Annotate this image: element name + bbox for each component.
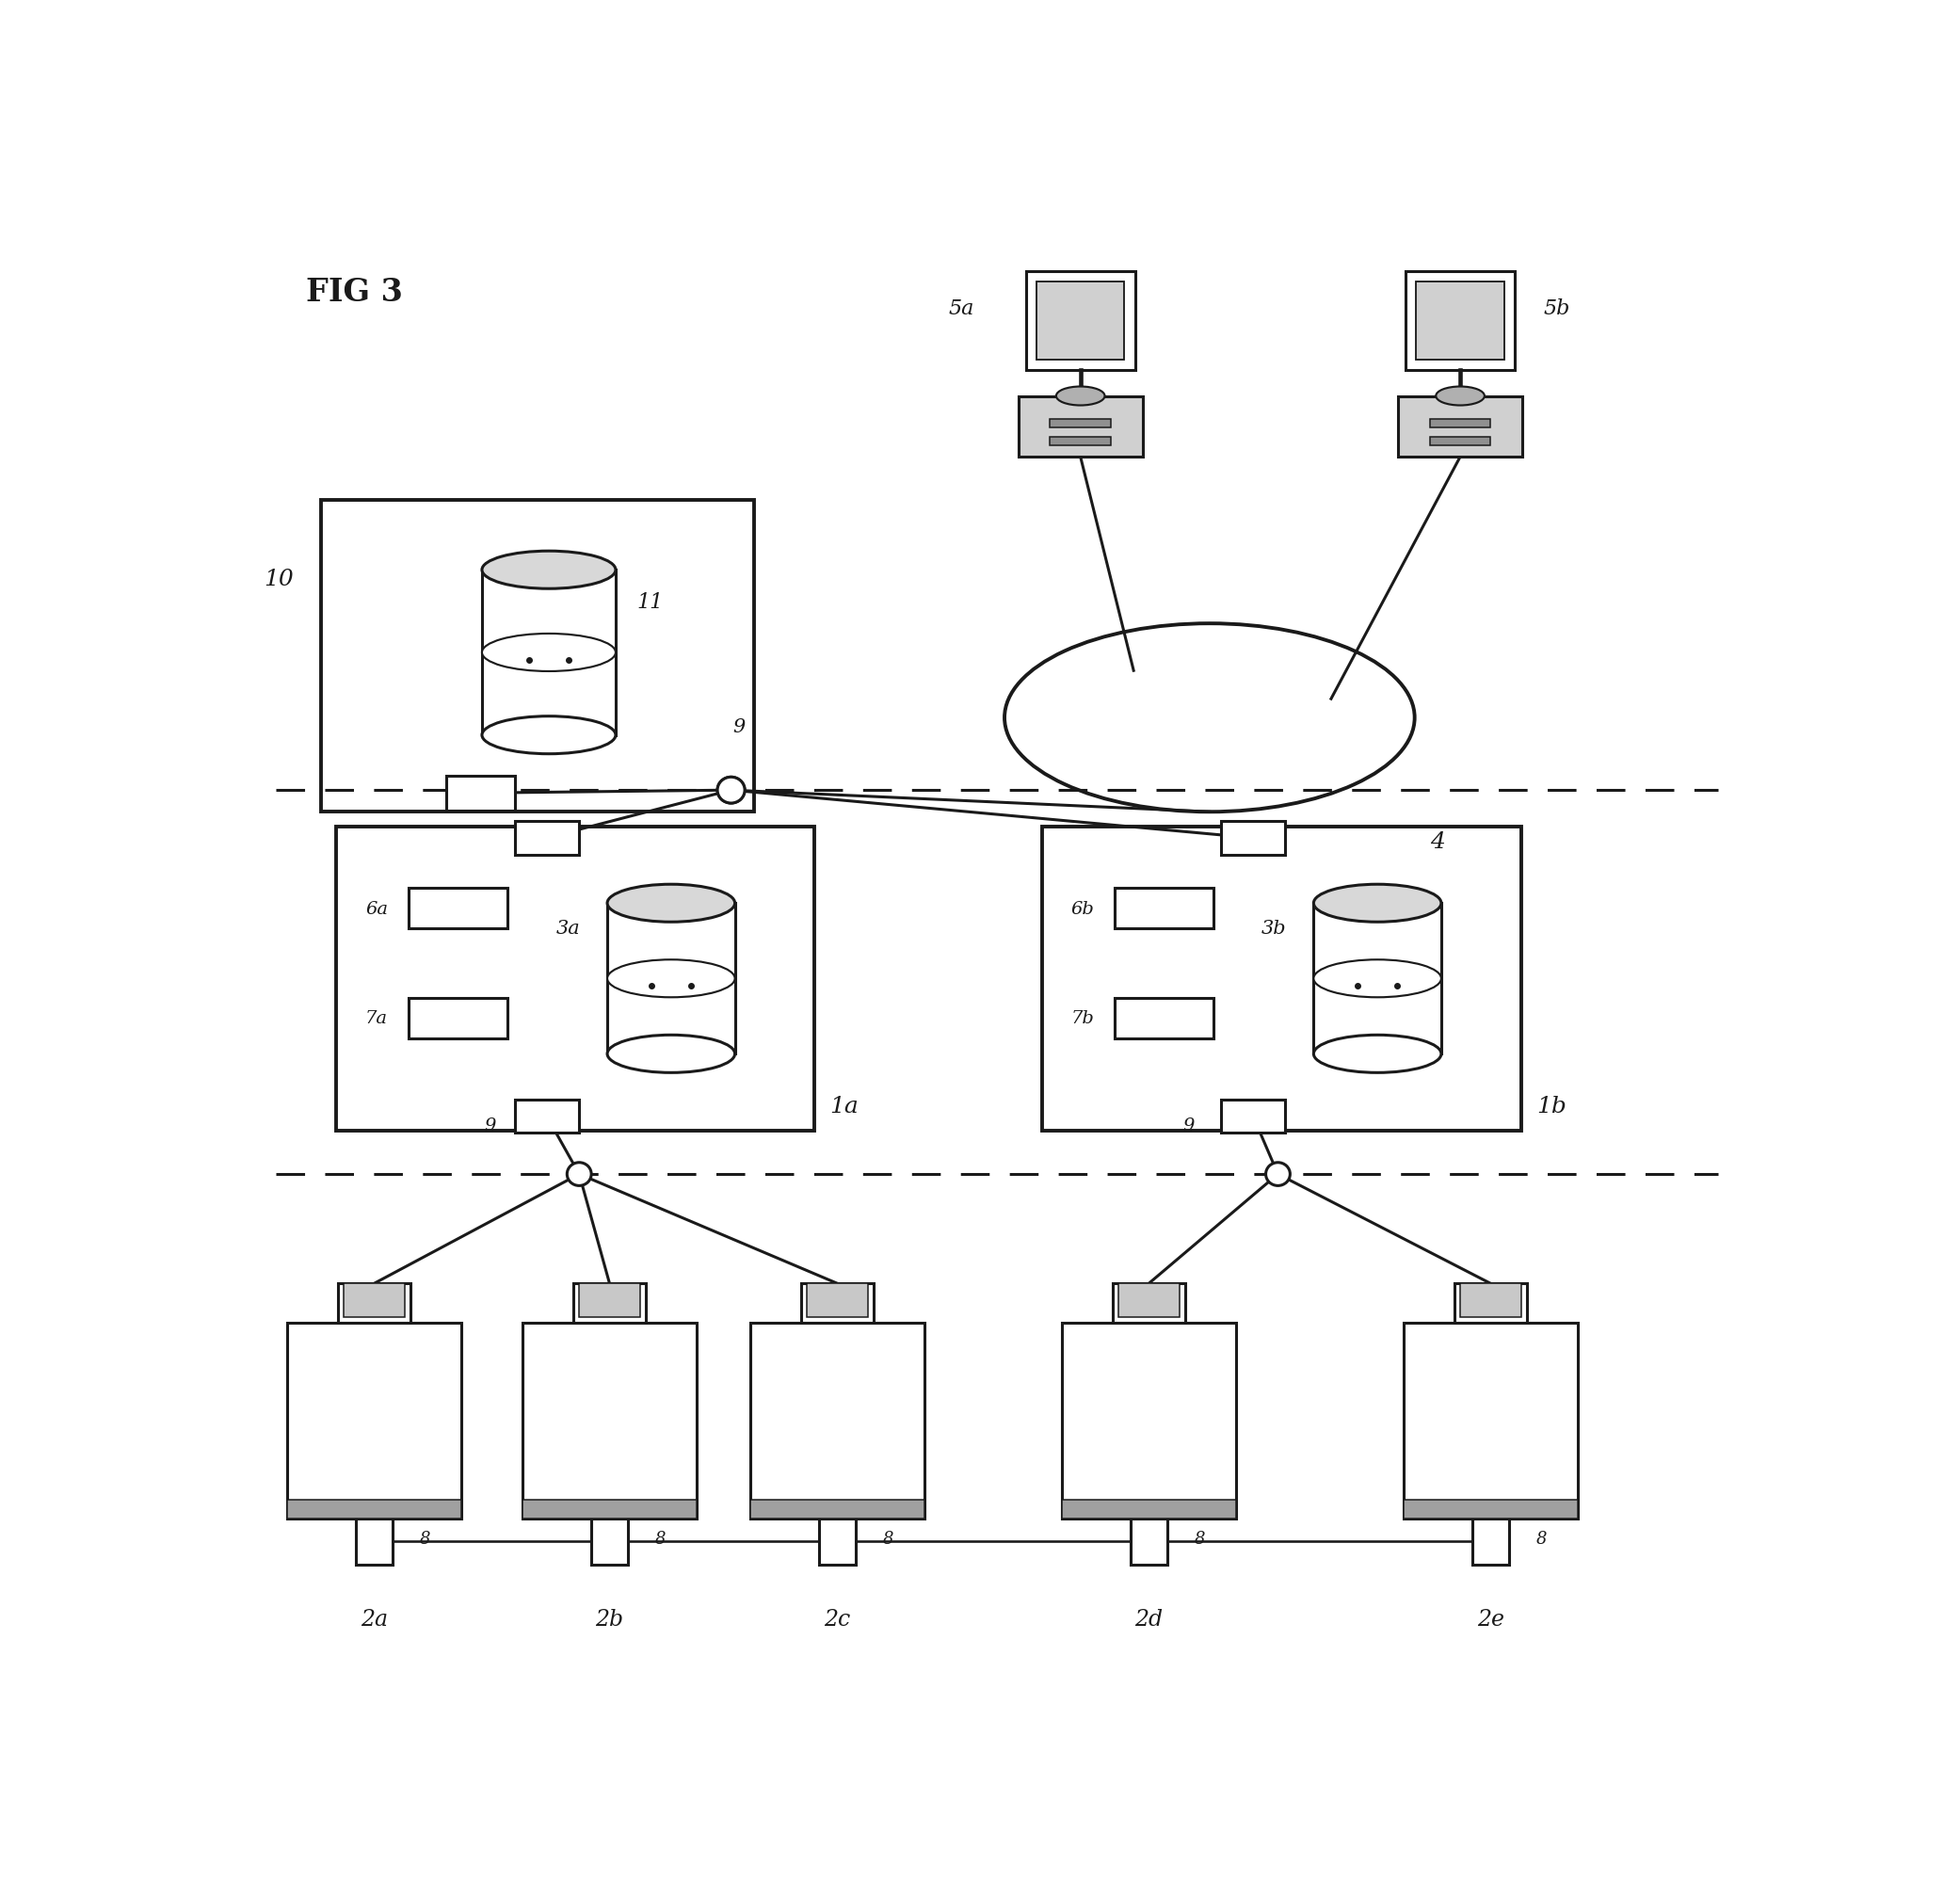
Text: 9: 9	[733, 719, 745, 735]
Bar	[337, 1283, 410, 1322]
Bar	[515, 822, 578, 856]
Circle shape	[717, 777, 745, 803]
Ellipse shape	[608, 959, 735, 997]
Text: 8: 8	[1537, 1529, 1546, 1546]
Bar	[1025, 273, 1135, 371]
Bar	[1051, 436, 1111, 446]
Bar	[1417, 282, 1503, 361]
Bar	[321, 500, 755, 813]
Bar	[1403, 1322, 1578, 1518]
Bar	[286, 1499, 461, 1518]
Text: 5a: 5a	[949, 297, 974, 318]
Text: 11: 11	[637, 593, 664, 613]
Ellipse shape	[1056, 387, 1105, 406]
Circle shape	[717, 777, 745, 803]
Ellipse shape	[608, 1035, 735, 1072]
Text: 8: 8	[882, 1529, 894, 1546]
Text: 7b: 7b	[1070, 1010, 1094, 1027]
Bar	[1460, 1283, 1521, 1317]
Bar	[1062, 1322, 1237, 1518]
Bar	[1115, 888, 1213, 929]
Text: 4: 4	[1429, 830, 1445, 852]
Text: 5b: 5b	[1544, 297, 1570, 318]
Bar	[521, 1322, 698, 1518]
Bar	[1429, 436, 1492, 446]
Bar	[802, 1283, 874, 1322]
Bar	[819, 1518, 857, 1565]
Bar	[751, 1322, 925, 1518]
Text: 2d: 2d	[1135, 1608, 1162, 1629]
Bar	[357, 1518, 392, 1565]
Bar	[1043, 828, 1521, 1130]
Bar	[343, 1283, 404, 1317]
Bar	[408, 999, 508, 1038]
Bar	[1119, 1283, 1180, 1317]
Bar	[286, 1322, 461, 1518]
Bar	[1403, 1499, 1578, 1518]
Text: 10: 10	[265, 568, 294, 589]
Text: 6b: 6b	[1070, 901, 1094, 918]
Circle shape	[1266, 1162, 1290, 1187]
Bar	[572, 1283, 647, 1322]
Text: 7a: 7a	[365, 1010, 388, 1027]
Text: 8: 8	[419, 1529, 431, 1546]
Bar	[447, 777, 515, 811]
Bar	[1397, 397, 1523, 457]
Ellipse shape	[482, 717, 615, 754]
Ellipse shape	[482, 634, 615, 672]
Text: 9: 9	[484, 1117, 496, 1134]
Bar	[521, 1499, 698, 1518]
Bar	[1405, 273, 1515, 371]
Bar	[1037, 282, 1125, 361]
Bar	[1221, 1100, 1286, 1132]
Bar	[337, 828, 815, 1130]
Text: 6a: 6a	[365, 901, 388, 918]
Bar	[1051, 419, 1111, 429]
Ellipse shape	[1313, 1035, 1441, 1072]
Text: 1a: 1a	[829, 1095, 858, 1117]
Text: 2b: 2b	[596, 1608, 623, 1629]
Ellipse shape	[482, 551, 615, 589]
Bar	[808, 1283, 868, 1317]
Text: 2e: 2e	[1478, 1608, 1503, 1629]
Circle shape	[566, 1162, 592, 1187]
Text: 8: 8	[655, 1529, 666, 1546]
Bar	[1429, 419, 1492, 429]
Text: 8: 8	[1194, 1529, 1205, 1546]
Bar	[592, 1518, 627, 1565]
Bar	[1113, 1283, 1186, 1322]
Bar	[751, 1499, 925, 1518]
Text: FIG 3: FIG 3	[306, 277, 402, 307]
Bar	[515, 1100, 578, 1132]
Text: 3b: 3b	[1260, 920, 1286, 937]
Text: 3a: 3a	[557, 920, 580, 937]
Text: 2c: 2c	[823, 1608, 851, 1629]
Bar	[1454, 1283, 1527, 1322]
Bar	[408, 888, 508, 929]
Bar	[1472, 1518, 1509, 1565]
Ellipse shape	[1437, 387, 1484, 406]
Bar	[1131, 1518, 1166, 1565]
Bar	[580, 1283, 639, 1317]
Text: 2a: 2a	[361, 1608, 388, 1629]
Bar	[1062, 1499, 1237, 1518]
Ellipse shape	[1313, 884, 1441, 922]
Text: 9: 9	[1182, 1117, 1194, 1134]
Ellipse shape	[608, 884, 735, 922]
Text: 1b: 1b	[1537, 1095, 1566, 1117]
Bar	[1221, 822, 1286, 856]
Bar	[1017, 397, 1143, 457]
Ellipse shape	[1313, 959, 1441, 997]
Bar	[1115, 999, 1213, 1038]
